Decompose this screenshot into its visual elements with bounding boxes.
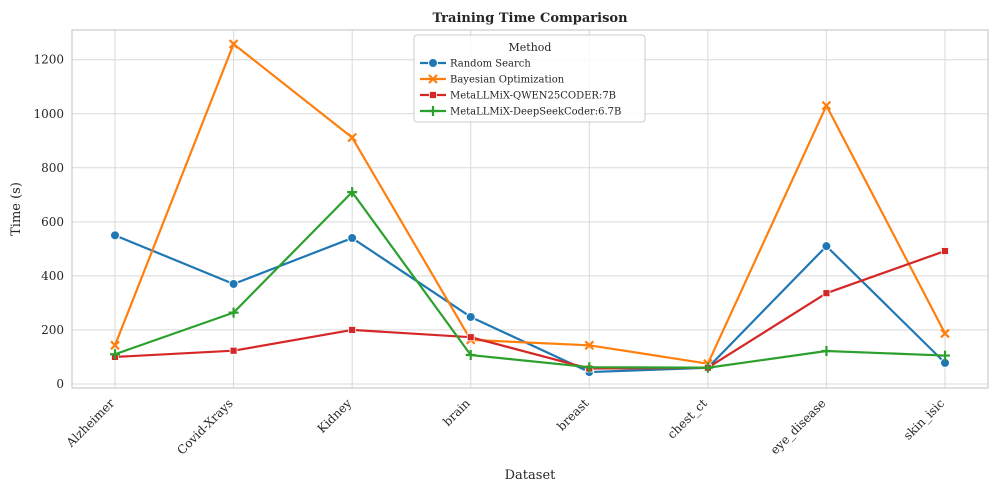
- legend-items: Random Search Bayesian Optimization MetaLL…: [420, 58, 621, 118]
- legend-title: Method: [509, 41, 552, 54]
- legend-marker: [428, 74, 438, 84]
- y-axis-ticks: 0 200 400 600 800 1000 1200: [33, 53, 64, 391]
- x-axis-label: Dataset: [505, 468, 557, 483]
- legend-item: Bayesian Optimization: [420, 74, 565, 86]
- legend-marker: [428, 58, 438, 68]
- x-axis-ticks: Alzheimer Covid-Xrays Kidney brain breast che…: [63, 396, 947, 457]
- chart-title: Training Time Comparison: [432, 11, 628, 26]
- series-0: [110, 230, 950, 378]
- data-point: [348, 326, 357, 334]
- data-point: [229, 346, 238, 355]
- data-point: [584, 362, 595, 373]
- series-1: [110, 39, 950, 369]
- data-point: [466, 333, 475, 342]
- data-point: [821, 100, 832, 111]
- data-point: [940, 328, 950, 339]
- legend-label: Bayesian Optimization: [450, 75, 565, 86]
- legend-label: Random Search: [450, 59, 531, 70]
- series-layer: [110, 39, 950, 378]
- legend-label: MetaLLMiX-DeepSeekCoder:6.7B: [450, 107, 621, 118]
- data-point: [347, 132, 357, 143]
- y-tick-label: 200: [41, 323, 64, 337]
- data-point: [465, 350, 476, 361]
- data-point: [110, 340, 120, 351]
- legend-box: [413, 34, 646, 123]
- y-axis-label: Time (s): [9, 182, 24, 236]
- data-point: [941, 247, 949, 255]
- y-tick-label: 600: [41, 215, 64, 229]
- legend-item: MetaLLMiX-DeepSeekCoder:6.7B: [420, 106, 621, 118]
- y-tick-label: 400: [41, 269, 64, 283]
- data-point: [821, 241, 832, 252]
- x-tick-label: Kidney: [315, 396, 355, 436]
- x-tick-label: chest_ct: [665, 396, 710, 441]
- data-point: [347, 187, 358, 198]
- x-tick-label: breast: [554, 396, 591, 433]
- y-tick-label: 1200: [33, 53, 64, 67]
- data-point: [228, 278, 239, 289]
- data-point: [940, 350, 950, 361]
- data-point: [228, 307, 239, 318]
- data-point: [821, 345, 832, 356]
- data-point: [822, 289, 831, 298]
- legend-label: MetaLLMiX-QWEN25CODER:7B: [450, 91, 616, 102]
- x-tick-label: eye_disease: [768, 396, 829, 457]
- data-point: [228, 39, 239, 49]
- data-point: [110, 349, 120, 360]
- data-point: [584, 340, 595, 351]
- data-point: [347, 233, 358, 244]
- x-tick-label: Alzheimer: [63, 396, 117, 450]
- legend-item: Random Search: [420, 58, 531, 70]
- series-line: [113, 42, 946, 365]
- x-tick-label: Covid-Xrays: [174, 396, 235, 457]
- y-tick-label: 800: [41, 161, 64, 175]
- series-line: [114, 249, 946, 370]
- series-line: [114, 234, 946, 374]
- data-point: [110, 230, 120, 241]
- x-tick-label: brain: [440, 396, 473, 429]
- legend-marker: [428, 106, 438, 116]
- legend-marker: [429, 91, 437, 99]
- data-point: [702, 362, 713, 373]
- x-tick-label: skin_isic: [901, 396, 948, 443]
- legend: Method Random Search Bayesian Optimizatio…: [413, 34, 646, 123]
- series-3: [110, 187, 950, 373]
- y-tick-label: 0: [56, 377, 64, 391]
- data-point: [465, 311, 476, 322]
- y-tick-label: 1000: [33, 107, 64, 121]
- legend-item: MetaLLMiX-QWEN25CODER:7B: [420, 91, 616, 102]
- series-line: [114, 191, 946, 369]
- plot-frame: [71, 29, 989, 389]
